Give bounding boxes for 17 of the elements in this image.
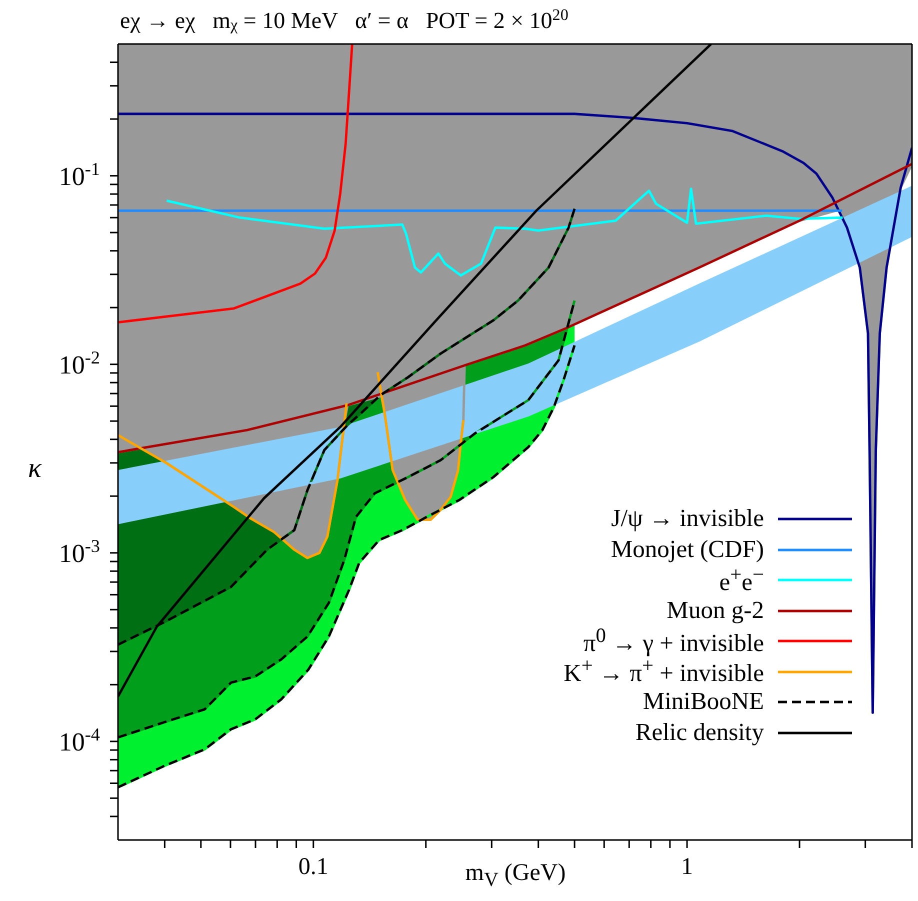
x-tick-label: 1	[681, 854, 694, 880]
legend-label: MiniBooNE	[642, 688, 764, 716]
y-tick-label: 10$^{-1}$	[58, 158, 100, 191]
y-axis-title: κ	[28, 453, 42, 485]
x-tick-label: 0.1	[298, 854, 328, 880]
legend-label: Monojet (CDF)	[610, 536, 764, 564]
legend-label: e$^{+}$e$^{−}$	[719, 564, 764, 597]
legend-label: K$^{+}$ → π$^{+}$ + invisible	[564, 655, 764, 688]
legend-label: π$^{0}$ → γ + invisible	[583, 624, 764, 657]
legend-label: Relic density	[635, 718, 764, 747]
y-tick-label: 10$^{-2}$	[58, 347, 100, 380]
legend-label: J/ψ → invisible	[611, 505, 764, 534]
y-tick-label: 10$^{-4}$	[58, 724, 100, 756]
y-tick-label: 10$^{-3}$	[58, 536, 100, 568]
legend-label: Muon g-2	[666, 596, 764, 625]
chart-title: eχ → eχ m$_{χ}$ = 10 MeV α′ = α POT = 2 × 10$^{20}$	[119, 6, 570, 36]
x-axis-title: m$_{V}$ (GeV)	[465, 860, 566, 891]
